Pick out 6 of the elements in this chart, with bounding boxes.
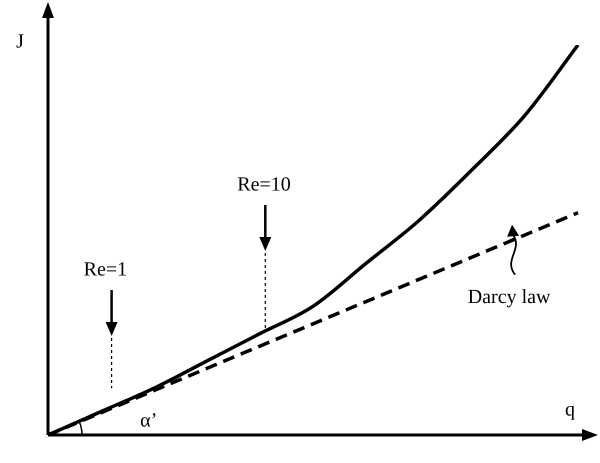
legend-label: Darcy law [468,286,552,308]
annotation: Re=1 [84,258,128,280]
x-axis-title: q [565,398,575,420]
annotation: α’ [140,409,158,432]
y-axis-title: J [16,30,24,52]
annotation: Re=10 [237,173,291,196]
